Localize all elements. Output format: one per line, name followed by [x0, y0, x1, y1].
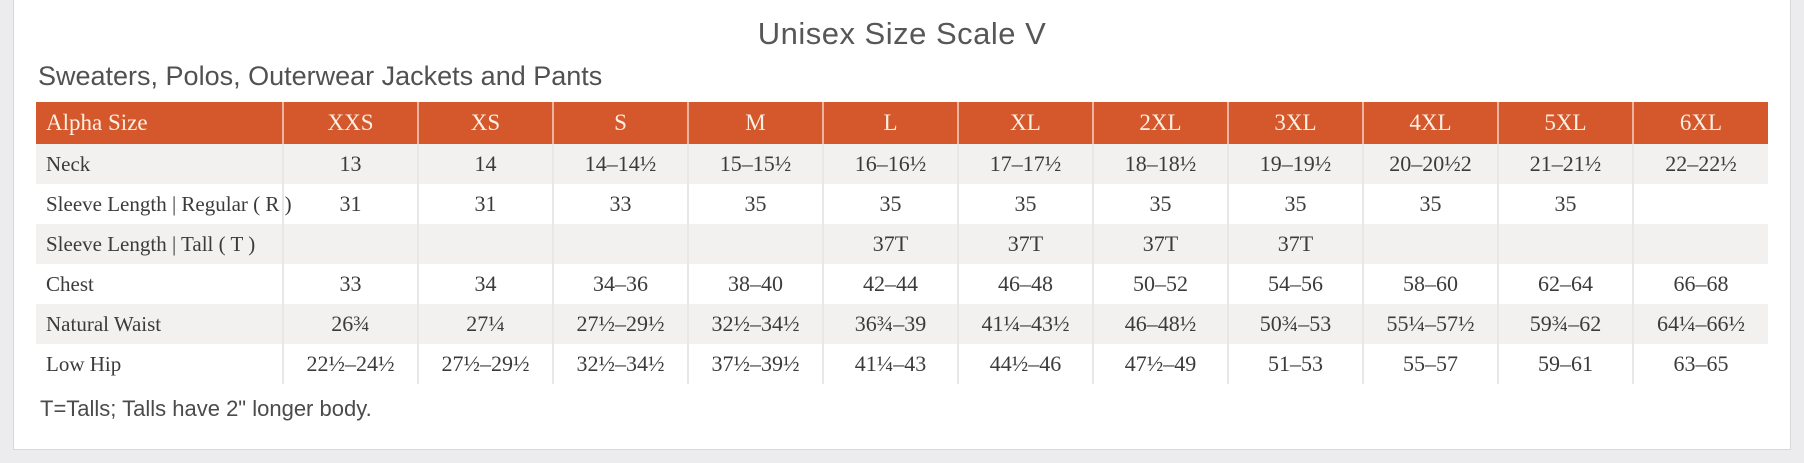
- measurement-cell: 26¾: [283, 304, 419, 344]
- measurement-cell: 36¾–39: [823, 304, 959, 344]
- column-header-size: 4XL: [1363, 102, 1499, 144]
- measurement-cell: 34: [418, 264, 554, 304]
- row-label: Neck: [36, 144, 284, 184]
- row-label: Chest: [36, 264, 284, 304]
- measurement-cell: [1498, 224, 1634, 264]
- column-header-size: 6XL: [1633, 102, 1768, 144]
- measurement-cell: 54–56: [1228, 264, 1364, 304]
- measurement-cell: 62–64: [1498, 264, 1634, 304]
- measurement-cell: [1363, 224, 1499, 264]
- column-header-label: Alpha Size: [36, 102, 284, 144]
- measurement-cell: 50¾–53: [1228, 304, 1364, 344]
- measurement-cell: 14: [418, 144, 554, 184]
- table-row: Natural Waist 26¾ 27¼ 27½–29½ 32½–34½ 36¾–39 4…: [36, 304, 1768, 344]
- measurement-cell: 46–48: [958, 264, 1094, 304]
- measurement-cell: 59¾–62: [1498, 304, 1634, 344]
- measurement-cell: 32½–34½: [688, 304, 824, 344]
- measurement-cell: [553, 224, 689, 264]
- measurement-cell: 31: [418, 184, 554, 224]
- talls-footnote: T=Talls; Talls have 2" longer body.: [40, 396, 372, 421]
- table-row: Low Hip 22½–24½ 27½–29½ 32½–34½ 37½–39½ 41¼–4…: [36, 344, 1768, 384]
- measurement-cell: 14–14½: [553, 144, 689, 184]
- chart-subtitle: Sweaters, Polos, Outerwear Jackets and P…: [38, 61, 603, 91]
- row-label: Sleeve Length | Tall ( T ): [36, 224, 284, 264]
- measurement-cell: 55¼–57½: [1363, 304, 1499, 344]
- row-label: Low Hip: [36, 344, 284, 384]
- table-row: Sleeve Length | Tall ( T ) 37T 37T 37T 37T: [36, 224, 1768, 264]
- measurement-cell: 41¼–43: [823, 344, 959, 384]
- measurement-cell: 18–18½: [1093, 144, 1229, 184]
- measurement-cell: 55–57: [1363, 344, 1499, 384]
- measurement-cell: 21–21½: [1498, 144, 1634, 184]
- measurement-cell: 66–68: [1673, 271, 1729, 296]
- measurement-cell: 44½–46: [958, 344, 1094, 384]
- measurement-cell: [418, 224, 554, 264]
- column-header-size: XL: [958, 102, 1094, 144]
- measurement-cell: 51–53: [1228, 344, 1364, 384]
- measurement-cell: 47½–49: [1093, 344, 1229, 384]
- size-table: Alpha Size XXS XS S M L XL 2XL 3XL 4XL 5XL 6XL Neck…: [36, 102, 1768, 384]
- column-header-size: 2XL: [1093, 102, 1229, 144]
- measurement-cell: 32½–34½: [553, 344, 689, 384]
- measurement-cell: [1633, 224, 1768, 264]
- measurement-cell: 37½–39½: [688, 344, 824, 384]
- measurement-cell: 37T: [1228, 224, 1364, 264]
- row-label: Natural Waist: [36, 304, 284, 344]
- column-header-size: L: [823, 102, 959, 144]
- column-header-size: 3XL: [1228, 102, 1364, 144]
- measurement-cell: 15–15½: [688, 144, 824, 184]
- measurement-cell: 35: [958, 184, 1094, 224]
- measurement-cell: 42–44: [823, 264, 959, 304]
- measurement-cell: 35: [688, 184, 824, 224]
- measurement-cell: 64¼–66½: [1633, 304, 1768, 344]
- measurement-cell: 35: [1093, 184, 1229, 224]
- measurement-cell: 27½–29½: [553, 304, 689, 344]
- column-header-size: S: [553, 102, 689, 144]
- measurement-cell: 35: [1363, 184, 1499, 224]
- measurement-cell: [1633, 184, 1768, 224]
- page-title: Unisex Size Scale V: [757, 16, 1047, 51]
- measurement-cell: 33: [553, 184, 689, 224]
- table-row: Neck 13 14 14–14½ 15–15½ 16–16½ 17–17½ 18–18½ 19…: [36, 144, 1768, 184]
- measurement-cell: 59–61: [1498, 344, 1634, 384]
- measurement-cell: 41¼–43½: [958, 304, 1094, 344]
- measurement-cell: 22–22½: [1633, 144, 1768, 184]
- measurement-cell: 34–36: [553, 264, 689, 304]
- measurement-cell: 16–16½: [823, 144, 959, 184]
- table-row: Chest 33 34 34–36 38–40 42–44 46–48 50–52 54–56 5…: [36, 264, 1768, 304]
- measurement-cell: 35: [823, 184, 959, 224]
- measurement-cell: 35: [1228, 184, 1364, 224]
- column-header-size: M: [688, 102, 824, 144]
- table-row: Sleeve Length | Regular ( R ) 31 31 33 35 35 3…: [36, 184, 1768, 224]
- measurement-cell: 35: [1498, 184, 1634, 224]
- measurement-cell: [283, 224, 419, 264]
- column-header-size: XXS: [283, 102, 419, 144]
- size-table-body: Neck 13 14 14–14½ 15–15½ 16–16½ 17–17½ 18–18½ 19…: [36, 144, 1768, 384]
- measurement-cell: 19–19½: [1228, 144, 1364, 184]
- measurement-cell: 17–17½: [958, 144, 1094, 184]
- measurement-cell: 37T: [823, 224, 959, 264]
- measurement-cell: 63–65: [1673, 351, 1729, 376]
- measurement-cell: [688, 224, 824, 264]
- column-header-size: XS: [418, 102, 554, 144]
- measurement-cell: 27½–29½: [418, 344, 554, 384]
- size-table-header: Alpha Size XXS XS S M L XL 2XL 3XL 4XL 5XL 6XL: [36, 102, 1768, 144]
- measurement-cell: 46–48½: [1093, 304, 1229, 344]
- size-chart-card: Unisex Size Scale V Sweaters, Polos, Out…: [13, 0, 1791, 450]
- measurement-cell: 13: [283, 144, 419, 184]
- row-label: Sleeve Length | Regular ( R ): [36, 184, 292, 224]
- measurement-cell: 33: [283, 264, 419, 304]
- measurement-cell: 22½–24½: [283, 344, 419, 384]
- measurement-cell: 37T: [958, 224, 1094, 264]
- measurement-cell: 31: [283, 184, 419, 224]
- measurement-cell: 27¼: [418, 304, 554, 344]
- column-header-size: 5XL: [1498, 102, 1634, 144]
- measurement-cell: 58–60: [1363, 264, 1499, 304]
- header-row: Alpha Size XXS XS S M L XL 2XL 3XL 4XL 5XL 6XL: [36, 102, 1768, 144]
- measurement-cell: 38–40: [688, 264, 824, 304]
- measurement-cell: 37T: [1093, 224, 1229, 264]
- measurement-cell: 20–20½2: [1363, 144, 1499, 184]
- measurement-cell: 50–52: [1093, 264, 1229, 304]
